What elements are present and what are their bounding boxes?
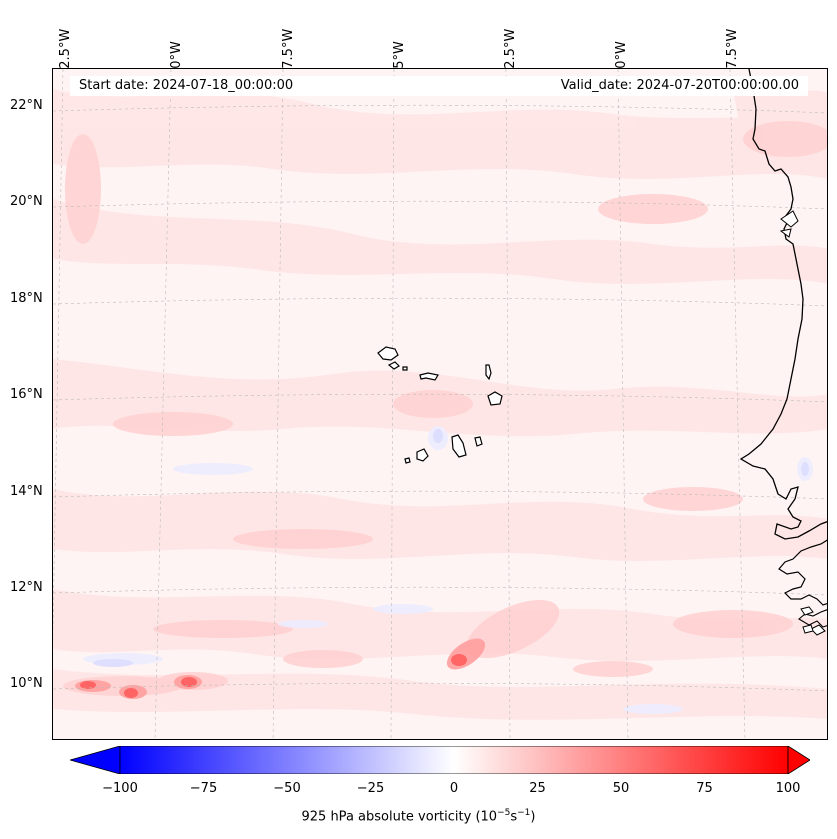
island-sal bbox=[485, 364, 492, 381]
colorbar-label-end: ) bbox=[530, 809, 536, 825]
colorbar-extend-low bbox=[70, 746, 121, 774]
colorbar-tick-label: −100 bbox=[102, 781, 138, 796]
colorbar-tick-label: −25 bbox=[356, 781, 385, 796]
field-pale-blue bbox=[83, 426, 813, 714]
lat-label-16n: 16°N bbox=[10, 387, 43, 402]
coastline-africa-south bbox=[778, 539, 827, 606]
colorbar-tick-label: 100 bbox=[775, 781, 801, 796]
colorbar-tick-label: −50 bbox=[273, 781, 301, 796]
colorbar-label: 925 hPa absolute vorticity (10−5s−1) bbox=[0, 808, 837, 824]
colorbar-label-mid: s bbox=[510, 809, 518, 825]
coastline-africa bbox=[739, 69, 827, 540]
coastline-guinea bbox=[798, 609, 827, 628]
colorbar bbox=[70, 746, 810, 774]
colorbar-label-exp2: −1 bbox=[517, 808, 531, 818]
colorbar-tick-label: 50 bbox=[612, 781, 630, 796]
canary-coast-islands bbox=[779, 210, 799, 238]
lat-label-20n: 20°N bbox=[10, 194, 43, 209]
cape-verde-islands bbox=[377, 346, 503, 464]
island-fogo bbox=[416, 448, 429, 462]
colorbar-label-text: 925 hPa absolute vorticity (10 bbox=[301, 809, 498, 825]
island-santa-luzia bbox=[402, 366, 408, 371]
map-plot-area bbox=[52, 68, 828, 740]
lat-label-12n: 12°N bbox=[10, 580, 43, 595]
island-boa-vista bbox=[487, 391, 503, 406]
island-santo-antao bbox=[377, 346, 399, 361]
lat-label-14n: 14°N bbox=[10, 484, 43, 499]
field-strong-red bbox=[80, 654, 467, 698]
colorbar-label-exp1: −5 bbox=[497, 808, 511, 818]
valid-date-label: Valid_date: 2024-07-20T00:00:00.00 bbox=[560, 78, 799, 93]
colorbar-gradient bbox=[119, 746, 789, 774]
island-sao-vicente bbox=[387, 361, 400, 370]
colorbar-tick-label: 0 bbox=[449, 781, 459, 796]
field-light-blue bbox=[93, 429, 809, 667]
colorbar-tick-label: 25 bbox=[529, 781, 546, 796]
island-sao-nicolau bbox=[419, 372, 439, 381]
island-santiago bbox=[451, 434, 467, 458]
lat-label-18n: 18°N bbox=[10, 291, 43, 306]
colorbar-tick-label: −75 bbox=[189, 781, 218, 796]
colorbar-tick-label: 75 bbox=[696, 781, 713, 796]
field-light-red bbox=[63, 121, 827, 696]
start-date-label: Start date: 2024-07-18_00:00:00 bbox=[79, 78, 294, 93]
date-info-bar: Start date: 2024-07-18_00:00:00 Valid_da… bbox=[70, 76, 808, 96]
bijagos-islands bbox=[800, 606, 826, 636]
vorticity-field bbox=[53, 69, 827, 739]
colorbar-extend-high bbox=[787, 746, 810, 774]
island-maio bbox=[474, 436, 483, 447]
lat-label-22n: 22°N bbox=[10, 98, 43, 113]
island-brava bbox=[404, 457, 411, 464]
lat-label-10n: 10°N bbox=[10, 676, 43, 691]
gridlines bbox=[53, 69, 827, 739]
